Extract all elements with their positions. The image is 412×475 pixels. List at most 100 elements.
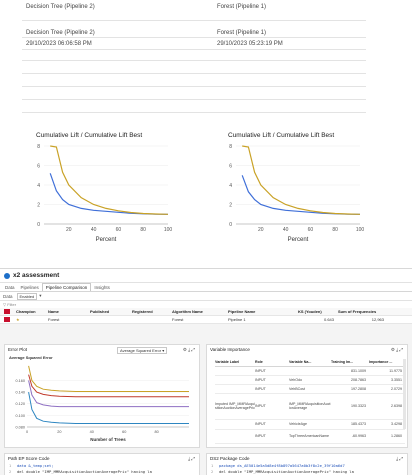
left-model-column: Decision Tree (Pipeline 2)	[26, 0, 198, 18]
maximize-icon[interactable]: ⤢	[399, 347, 403, 352]
tab-pipelines[interactable]: Pipelines	[20, 285, 39, 290]
x-tick-label: 20	[258, 227, 264, 233]
x-tick-label: 60	[116, 227, 122, 233]
cell-training-importance: 208.7863	[331, 375, 369, 385]
y-tick-label: 0.140	[15, 391, 25, 395]
table-row[interactable]: INPUT TopThreeAmericanName -60.9963 1.28…	[215, 429, 405, 444]
line-number: 2	[9, 469, 12, 474]
x-tick-label: 40	[283, 227, 289, 233]
series-line-3	[28, 380, 189, 408]
right-model-date: 29/10/2023 05:23:19 PM	[217, 41, 283, 47]
tab-data[interactable]: Data	[5, 285, 15, 290]
select-all-checkbox[interactable]	[4, 309, 10, 314]
col-header-champion[interactable]: Champion	[16, 309, 36, 314]
tab-pipeline-comparison[interactable]: Pipeline Comparison	[41, 283, 92, 291]
cell-variable-label	[215, 384, 255, 394]
cell-importance: 2.6398	[369, 393, 405, 420]
table-row[interactable]: INPUT VehBCost 197.2808 2.0729	[215, 384, 405, 394]
col-header-role[interactable]: Role	[255, 359, 289, 367]
app-icon	[4, 272, 10, 279]
table-row[interactable]: INPUT VehOdo 208.7863 3.3551	[215, 375, 405, 385]
cell-frequencies: 12,963	[371, 317, 384, 322]
left-model-header: Decision Tree (Pipeline 2)	[26, 4, 95, 10]
chevron-down-icon[interactable]: ▾	[39, 293, 42, 298]
model-comparison-area: Decision Tree (Pipeline 2) Forest (Pipel…	[22, 0, 366, 243]
toolbar: Data Enabled ▾	[0, 292, 412, 301]
y-tick-label: 0	[37, 222, 40, 228]
gear-icon[interactable]: ⚙	[182, 347, 187, 352]
cell-role: INPUT	[255, 384, 289, 394]
y-tick-label: 6	[37, 164, 40, 170]
col-header-algorithm[interactable]: Algorithm Name	[172, 309, 203, 314]
cell-role: INPUT	[255, 366, 289, 376]
scrollbar[interactable]	[403, 359, 406, 429]
download-icon[interactable]: ⤓	[396, 347, 399, 352]
filter-input[interactable]: Filter	[7, 302, 17, 307]
ds2-package-code-panel: DS2 Package Code ⤓ ⤢ 1 package ds_AE5014e…	[206, 453, 408, 475]
cell-algorithm: Forest	[172, 317, 184, 322]
col-header-training-importance[interactable]: Training Im...	[331, 359, 369, 367]
table-row[interactable]: Imputed IMP_MMRAcquisitionAuctionAverage…	[215, 393, 405, 420]
tab-insights[interactable]: Insights	[94, 285, 110, 290]
panel-controls: ⚙ ⤓ ⤢	[391, 347, 403, 353]
x-axis-label: Percent	[96, 237, 117, 243]
col-header-frequencies[interactable]: Sum of Frequencies	[338, 309, 377, 314]
cell-importance: 11.9775	[369, 366, 405, 376]
error-metric-select[interactable]: Average Squared Error ▾	[117, 347, 168, 354]
table-row[interactable]: ★ Forest Forest Pipeline 1 0.643 12,963	[0, 316, 412, 324]
cell-training-importance: 197.2808	[331, 384, 369, 394]
y-tick-label: 0	[229, 222, 232, 228]
cell-variable-name: VehBCost	[289, 384, 331, 394]
code-text: del double "IMP_MMRAcquisitionAuctionAve…	[219, 469, 354, 474]
x-tick-label: 60	[122, 430, 126, 434]
cell-training-importance: 190.3323	[331, 393, 369, 420]
download-icon[interactable]: ⤓	[188, 347, 191, 352]
y-tick-label: 0.160	[15, 379, 25, 383]
col-header-name[interactable]: Name	[48, 309, 59, 314]
row-checkbox[interactable]	[4, 317, 10, 322]
cell-variable-name: VehOdo	[289, 375, 331, 385]
filter-bar[interactable]: ▽ Filter	[0, 301, 412, 308]
col-header-published[interactable]: Published	[90, 309, 110, 314]
col-header-variable-label[interactable]: Variable Label	[215, 359, 255, 367]
cell-role: INPUT	[255, 393, 289, 420]
maximize-icon[interactable]: ⤢	[399, 456, 403, 461]
col-header-ks[interactable]: KS (Youden)	[298, 309, 322, 314]
maximize-icon[interactable]: ⤢	[191, 347, 195, 352]
code-line: 1 data &_temp;set;	[9, 463, 54, 468]
cell-training-importance: 185.4373	[331, 419, 369, 430]
col-header-pipeline[interactable]: Pipeline Name	[228, 309, 256, 314]
cell-variable-name: VehicleAge	[289, 419, 331, 430]
error-plot-panel: Error Plot Average Squared Error ▾ ⚙ ⤓ ⤢…	[4, 344, 200, 448]
cell-variable-label	[215, 366, 255, 376]
app-title: x2 assessment	[13, 272, 60, 279]
cell-ks: 0.643	[323, 317, 334, 322]
x-tick-label: 60	[308, 227, 314, 233]
code-text: data &_temp;set;	[17, 463, 54, 468]
code-line: 1 package ds_AE5014e5a5d8e4f8b897a5647a0b…	[211, 463, 345, 468]
y-tick-label: 0.080	[15, 426, 25, 430]
line-number: 1	[211, 463, 214, 468]
enabled-select[interactable]: Enabled	[16, 292, 38, 300]
table-row[interactable]: INPUT 831.1009 11.9775	[215, 366, 405, 376]
x-tick-label: 100	[356, 227, 365, 233]
x-tick-label: 40	[90, 430, 94, 434]
maximize-icon[interactable]: ⤢	[191, 456, 195, 461]
grid-header-row: Champion Name Published Registered Algor…	[0, 308, 412, 316]
download-icon[interactable]: ⤓	[396, 456, 399, 461]
col-header-importance[interactable]: Importance ...	[369, 359, 405, 367]
col-header-registered[interactable]: Registered	[132, 309, 153, 314]
divider	[22, 60, 366, 61]
download-icon[interactable]: ⤓	[188, 456, 191, 461]
x-axis-label: Percent	[288, 237, 309, 243]
cell-importance: 3.3551	[369, 375, 405, 385]
line-number: 1	[9, 463, 12, 468]
x-tick-label: 80	[332, 227, 338, 233]
divider	[22, 86, 366, 87]
col-header-variable-name[interactable]: Variable Na...	[289, 359, 331, 367]
left-model-name: Decision Tree (Pipeline 2)	[26, 30, 95, 36]
y-tick-label: 0.120	[15, 402, 25, 406]
chart-title: Cumulative Lift / Cumulative Lift Best	[36, 132, 143, 139]
table-row[interactable]: INPUT VehicleAge 185.4373 3.4298	[215, 419, 405, 430]
gear-icon[interactable]: ⚙	[390, 347, 395, 352]
